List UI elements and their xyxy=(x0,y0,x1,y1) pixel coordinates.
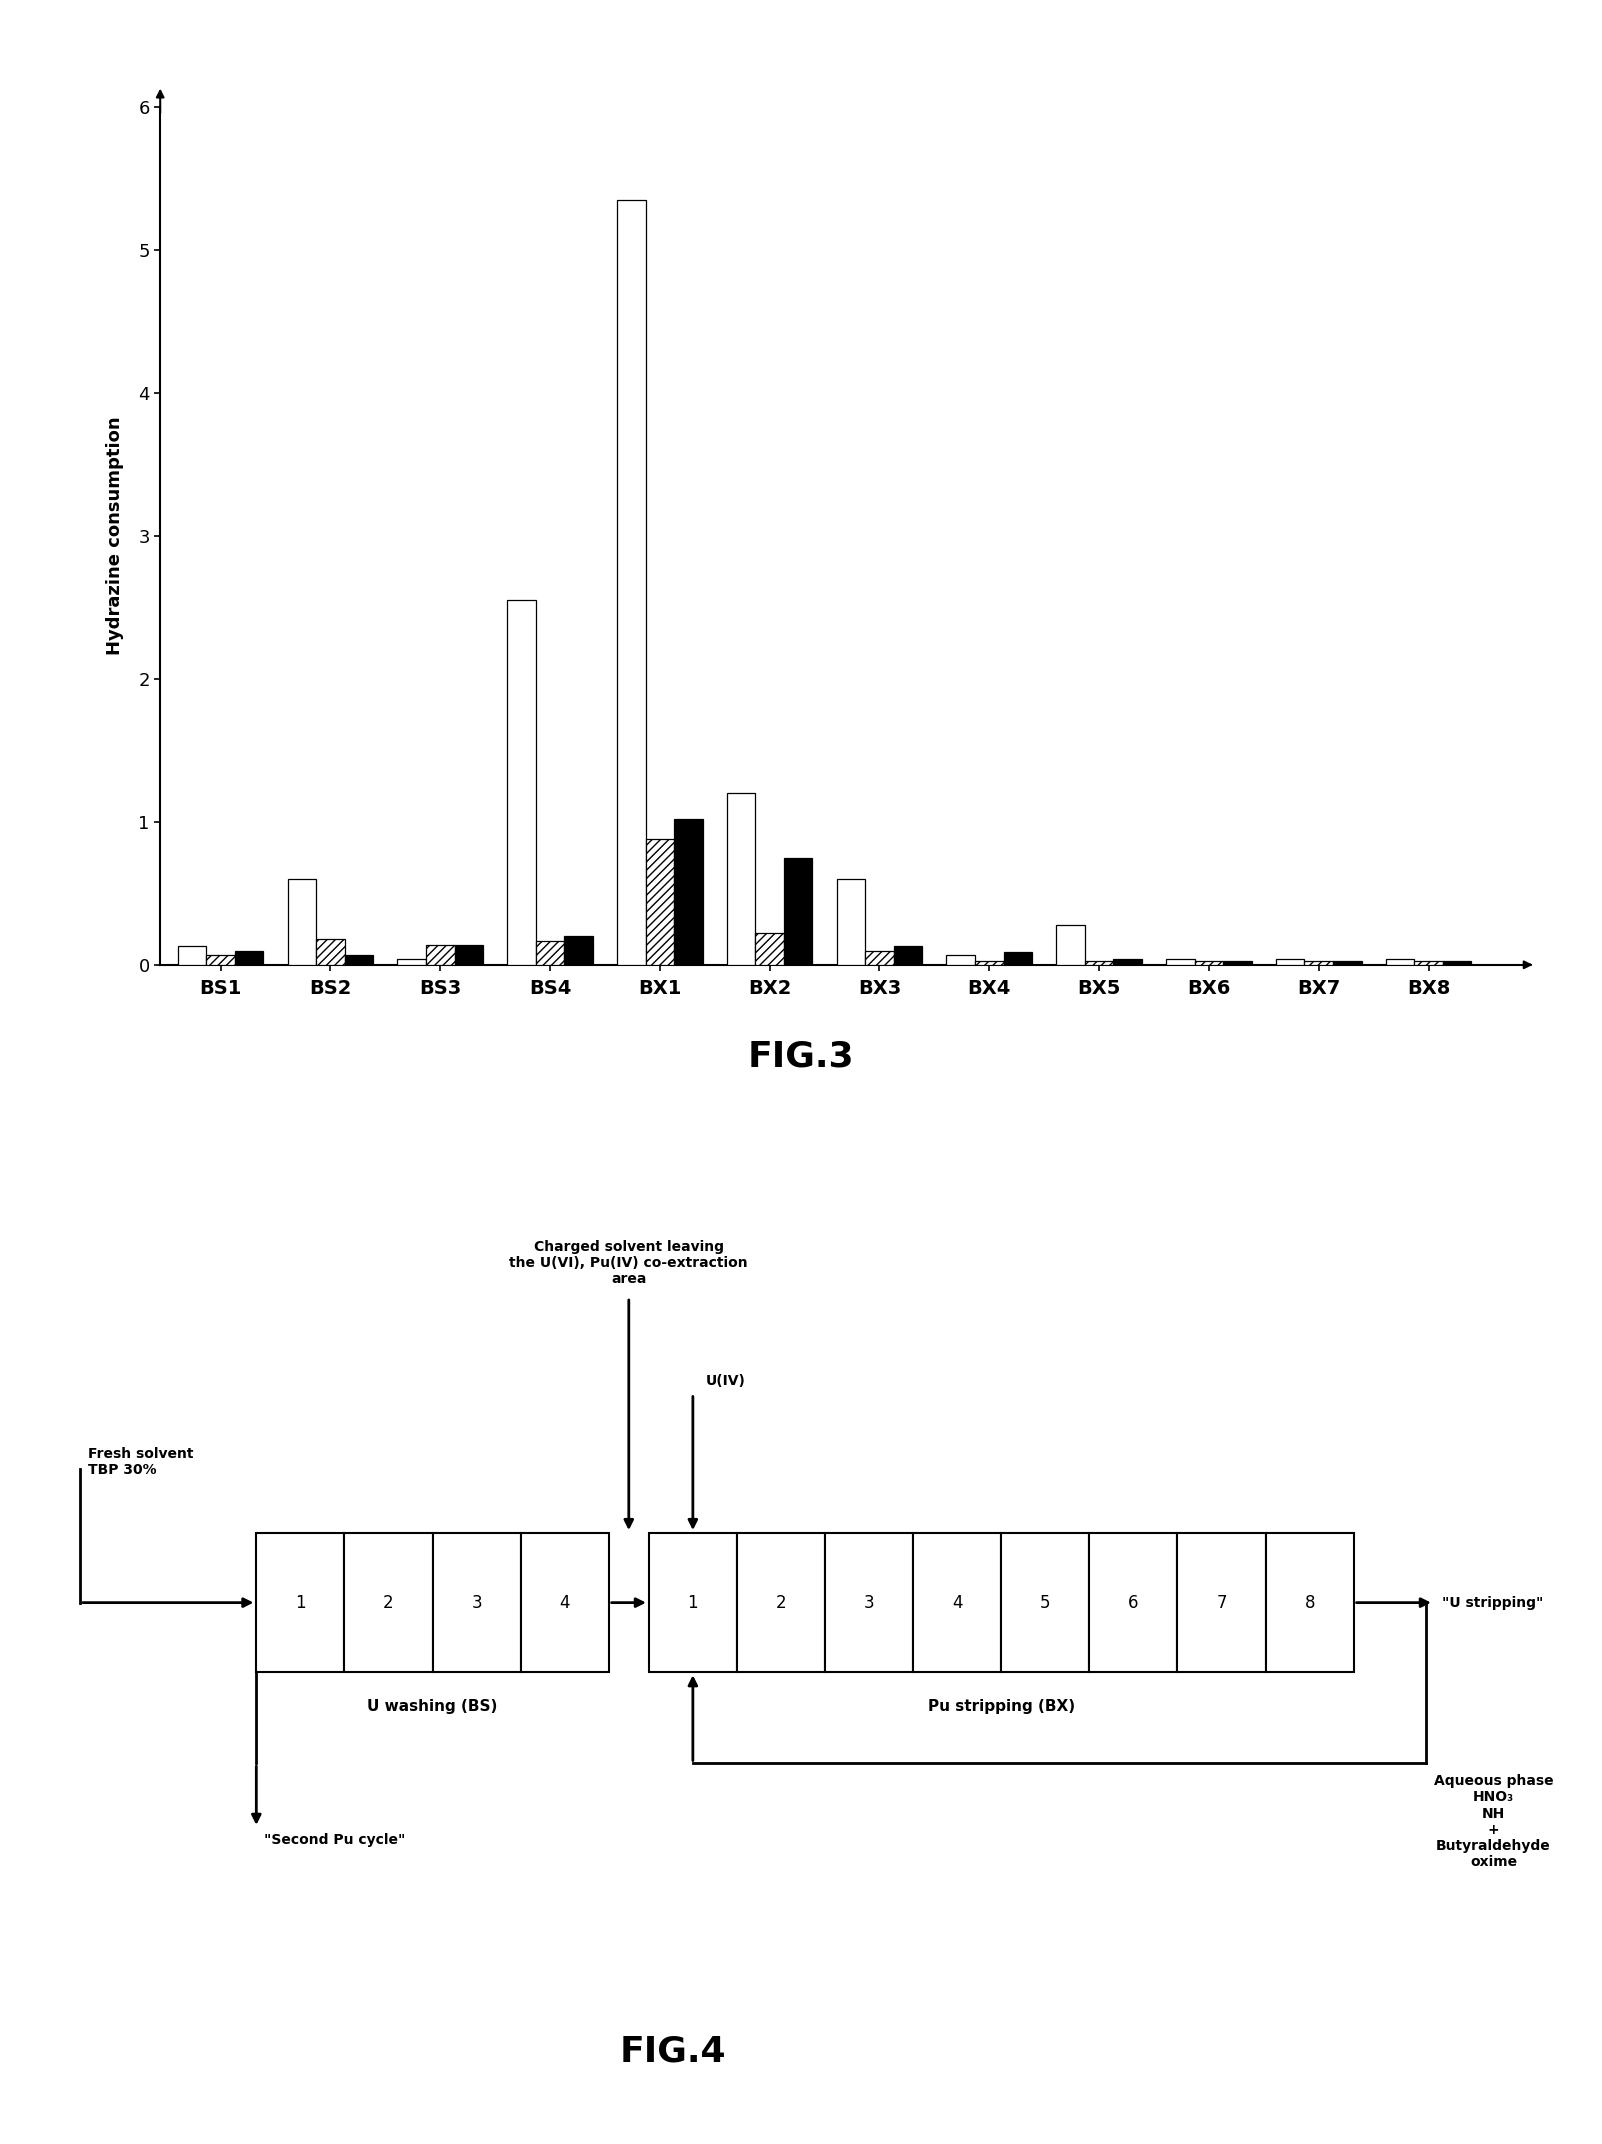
Bar xyxy=(727,793,756,965)
Text: 4: 4 xyxy=(952,1593,963,1612)
Bar xyxy=(1333,961,1362,965)
Text: Fresh solvent
TBP 30%: Fresh solvent TBP 30% xyxy=(88,1447,194,1477)
Text: "U stripping": "U stripping" xyxy=(1442,1595,1543,1610)
Text: 7: 7 xyxy=(1216,1593,1227,1612)
Bar xyxy=(455,946,484,965)
Bar xyxy=(1001,1533,1089,1672)
Text: 6: 6 xyxy=(1128,1593,1139,1612)
Text: 1: 1 xyxy=(295,1593,306,1612)
Bar xyxy=(207,954,235,965)
Bar xyxy=(646,838,674,965)
Text: 5: 5 xyxy=(1040,1593,1051,1612)
Bar xyxy=(1089,1533,1177,1672)
Text: Pu stripping (BX): Pu stripping (BX) xyxy=(928,1698,1075,1713)
Text: 3: 3 xyxy=(863,1593,875,1612)
Bar xyxy=(1056,924,1085,965)
Bar xyxy=(426,946,455,965)
Text: 1: 1 xyxy=(687,1593,698,1612)
Text: 8: 8 xyxy=(1304,1593,1315,1612)
Text: Aqueous phase
HNO₃
NH
+
Butyraldehyde
oxime: Aqueous phase HNO₃ NH + Butyraldehyde ox… xyxy=(1434,1775,1554,1870)
Text: U washing (BS): U washing (BS) xyxy=(367,1698,498,1713)
Bar xyxy=(894,946,923,965)
Bar xyxy=(865,950,894,965)
Bar xyxy=(825,1533,913,1672)
Bar xyxy=(1195,961,1224,965)
Text: "Second Pu cycle": "Second Pu cycle" xyxy=(264,1833,405,1848)
Bar xyxy=(1275,958,1304,965)
Bar xyxy=(1443,961,1471,965)
Bar xyxy=(1085,961,1113,965)
Text: U(IV): U(IV) xyxy=(705,1374,745,1389)
Bar xyxy=(344,1533,433,1672)
Bar xyxy=(316,939,344,965)
Text: FIG.4: FIG.4 xyxy=(620,2035,726,2069)
Bar xyxy=(1266,1533,1354,1672)
Text: 2: 2 xyxy=(383,1593,394,1612)
Bar xyxy=(178,946,207,965)
Bar xyxy=(913,1533,1001,1672)
Bar xyxy=(1304,961,1333,965)
Bar xyxy=(1386,958,1415,965)
Text: Charged solvent leaving
the U(VI), Pu(IV) co-extraction
area: Charged solvent leaving the U(VI), Pu(IV… xyxy=(509,1239,748,1286)
Bar xyxy=(1166,958,1195,965)
Bar xyxy=(649,1533,737,1672)
Bar xyxy=(508,600,535,965)
Bar xyxy=(947,954,976,965)
Text: 4: 4 xyxy=(559,1593,570,1612)
Bar xyxy=(1415,961,1443,965)
Bar xyxy=(433,1533,521,1672)
Bar xyxy=(1177,1533,1266,1672)
Bar xyxy=(836,879,865,965)
Text: FIG.3: FIG.3 xyxy=(748,1040,854,1074)
Bar xyxy=(756,933,783,965)
Bar xyxy=(976,961,1003,965)
Bar xyxy=(1003,952,1032,965)
Bar xyxy=(256,1533,344,1672)
Bar xyxy=(564,937,593,965)
Text: 3: 3 xyxy=(471,1593,482,1612)
Bar xyxy=(535,941,564,965)
Bar xyxy=(783,858,812,965)
Bar xyxy=(737,1533,825,1672)
Bar xyxy=(521,1533,609,1672)
Bar xyxy=(344,954,373,965)
Bar xyxy=(397,958,426,965)
Bar xyxy=(1113,958,1142,965)
Text: 2: 2 xyxy=(775,1593,787,1612)
Y-axis label: Hydrazine consumption: Hydrazine consumption xyxy=(106,416,125,656)
Bar xyxy=(1224,961,1251,965)
Bar xyxy=(674,819,703,965)
Bar xyxy=(288,879,316,965)
Bar xyxy=(235,950,263,965)
Bar xyxy=(617,199,646,965)
